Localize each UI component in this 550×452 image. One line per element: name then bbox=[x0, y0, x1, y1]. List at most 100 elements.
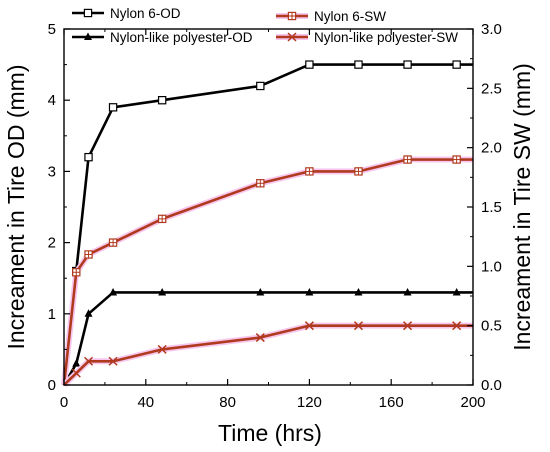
data-point-s3-3-stroke-b bbox=[108, 356, 118, 366]
legend-label-2: Nylon 6-SW bbox=[314, 9, 386, 24]
y2-tick-label-0: 0.0 bbox=[481, 377, 502, 394]
data-point-s1-9-shape bbox=[452, 287, 461, 296]
data-point-s3-5 bbox=[255, 333, 265, 343]
y2-axis-title: Increament in Tire SW (mm) bbox=[509, 63, 535, 351]
y-tick-label-4: 4 bbox=[48, 92, 56, 109]
data-point-s1-4-shape bbox=[158, 287, 167, 296]
data-point-s3-9-stroke-b bbox=[452, 321, 462, 331]
data-point-s2-9 bbox=[452, 155, 461, 164]
data-point-s0-6 bbox=[305, 60, 314, 69]
data-point-s1-4 bbox=[158, 287, 167, 296]
y2-tick-label-2: 1.0 bbox=[481, 258, 502, 275]
y-tick-label-3: 3 bbox=[48, 163, 56, 180]
y-tick-label-2: 2 bbox=[48, 235, 56, 252]
data-point-s1-3 bbox=[109, 287, 118, 296]
data-point-s2-1 bbox=[72, 268, 81, 277]
axes: 0 40 80 120 160 200 0 1 2 3 4 5 0.0 0.5 1.0 1.5 2.0 2.5 3.… bbox=[48, 21, 502, 411]
data-point-s1-1 bbox=[72, 359, 81, 367]
data-point-s0-5-shape bbox=[256, 81, 265, 91]
data-point-s1-8-shape bbox=[403, 287, 412, 296]
series-line-1 bbox=[62, 291, 473, 386]
data-point-s1-8 bbox=[403, 287, 412, 296]
data-point-s3-7 bbox=[353, 321, 364, 331]
data-point-s1-5 bbox=[256, 287, 265, 296]
data-point-s3-6-stroke-b bbox=[304, 321, 314, 331]
series-glow-2 bbox=[61, 156, 473, 386]
data-point-s0-2-shape bbox=[84, 152, 93, 162]
data-point-s3-7-stroke-b bbox=[353, 321, 364, 331]
y2-tick-label-4: 2.0 bbox=[481, 140, 502, 157]
y2-tick-label-5: 2.5 bbox=[481, 80, 502, 97]
data-point-s3-3 bbox=[108, 356, 118, 366]
legend-label-3: Nylon-like polyester-SW bbox=[314, 30, 458, 45]
data-point-s2-7 bbox=[354, 167, 363, 176]
data-point-s3-1 bbox=[71, 368, 81, 378]
data-point-s1-7-shape bbox=[354, 287, 363, 296]
plot-area bbox=[61, 60, 473, 388]
data-point-s2-3 bbox=[108, 238, 118, 247]
data-point-s1-2 bbox=[84, 309, 93, 317]
legend-marker-3-stroke-b bbox=[287, 32, 297, 42]
data-point-s1-5-shape bbox=[256, 287, 265, 296]
y-axis-title: Increament in Tire OD (mm) bbox=[3, 65, 29, 350]
data-point-s0-7-shape bbox=[354, 60, 363, 69]
data-point-s0-3 bbox=[108, 103, 118, 112]
x-tick-label-5: 200 bbox=[460, 394, 485, 411]
x-axis-title: Time (hrs) bbox=[218, 420, 322, 446]
y-tick-label-0: 0 bbox=[48, 377, 56, 394]
data-point-s2-6 bbox=[305, 167, 314, 176]
y-tick-label-5: 5 bbox=[48, 21, 56, 38]
legend-marker-3 bbox=[287, 32, 297, 42]
data-point-s2-4 bbox=[157, 214, 167, 224]
data-point-s0-9 bbox=[452, 60, 461, 69]
data-point-s0-2 bbox=[84, 152, 93, 162]
data-point-s1-9 bbox=[452, 287, 461, 296]
data-point-s1-3-shape bbox=[109, 287, 118, 296]
y2-tick-label-6: 3.0 bbox=[481, 21, 502, 38]
x-tick-label-1: 40 bbox=[137, 394, 154, 411]
data-point-s2-5 bbox=[256, 179, 265, 188]
data-point-s0-8-shape bbox=[403, 60, 412, 69]
data-point-s0-8 bbox=[403, 60, 412, 69]
legend: Nylon 6-OD Nylon-like polyester-OD Nylon 6… bbox=[72, 6, 458, 45]
data-point-s3-4-stroke-b bbox=[157, 344, 167, 354]
data-point-s3-2-stroke-b bbox=[84, 356, 94, 366]
data-point-s3-9 bbox=[452, 321, 462, 331]
data-point-s1-1-shape bbox=[72, 359, 81, 367]
data-point-s3-5-stroke-b bbox=[255, 333, 265, 343]
legend-marker-1 bbox=[84, 32, 92, 40]
legend-marker-2 bbox=[287, 11, 297, 21]
data-point-s3-2 bbox=[84, 356, 94, 366]
data-point-s0-6-shape bbox=[305, 60, 314, 69]
y-tick-label-1: 1 bbox=[48, 306, 56, 323]
data-point-s1-6-shape bbox=[305, 287, 314, 296]
legend-marker-0-shape bbox=[83, 8, 93, 18]
data-point-s0-3-shape bbox=[108, 103, 118, 112]
x-tick-label-0: 0 bbox=[60, 394, 68, 411]
data-point-s3-4 bbox=[157, 344, 167, 354]
data-point-s0-9-shape bbox=[452, 60, 461, 69]
data-point-s3-1-stroke-b bbox=[71, 368, 81, 378]
data-point-s2-8 bbox=[403, 155, 412, 164]
data-point-s0-4 bbox=[157, 95, 167, 105]
legend-label-0: Nylon 6-OD bbox=[110, 6, 181, 21]
data-point-s0-4-shape bbox=[157, 95, 167, 105]
legend-marker-1-shape bbox=[84, 32, 92, 40]
data-point-s3-6 bbox=[304, 321, 314, 331]
data-point-s2-2 bbox=[84, 250, 93, 259]
data-point-s1-7 bbox=[354, 287, 363, 296]
x-tick-label-2: 80 bbox=[219, 394, 236, 411]
legend-marker-0 bbox=[83, 8, 93, 18]
y2-tick-label-1: 0.5 bbox=[481, 318, 502, 335]
x-tick-label-3: 120 bbox=[297, 394, 322, 411]
x-tick-label-4: 160 bbox=[379, 394, 404, 411]
data-point-s3-8-stroke-b bbox=[403, 321, 413, 331]
data-point-s1-2-shape bbox=[84, 309, 93, 317]
data-point-s0-5 bbox=[256, 81, 265, 91]
legend-label-1: Nylon-like polyester-OD bbox=[110, 30, 253, 45]
series-line-2 bbox=[62, 158, 473, 386]
data-point-s1-6 bbox=[305, 287, 314, 296]
data-point-s3-8 bbox=[403, 321, 413, 331]
data-point-s0-7 bbox=[354, 60, 363, 69]
